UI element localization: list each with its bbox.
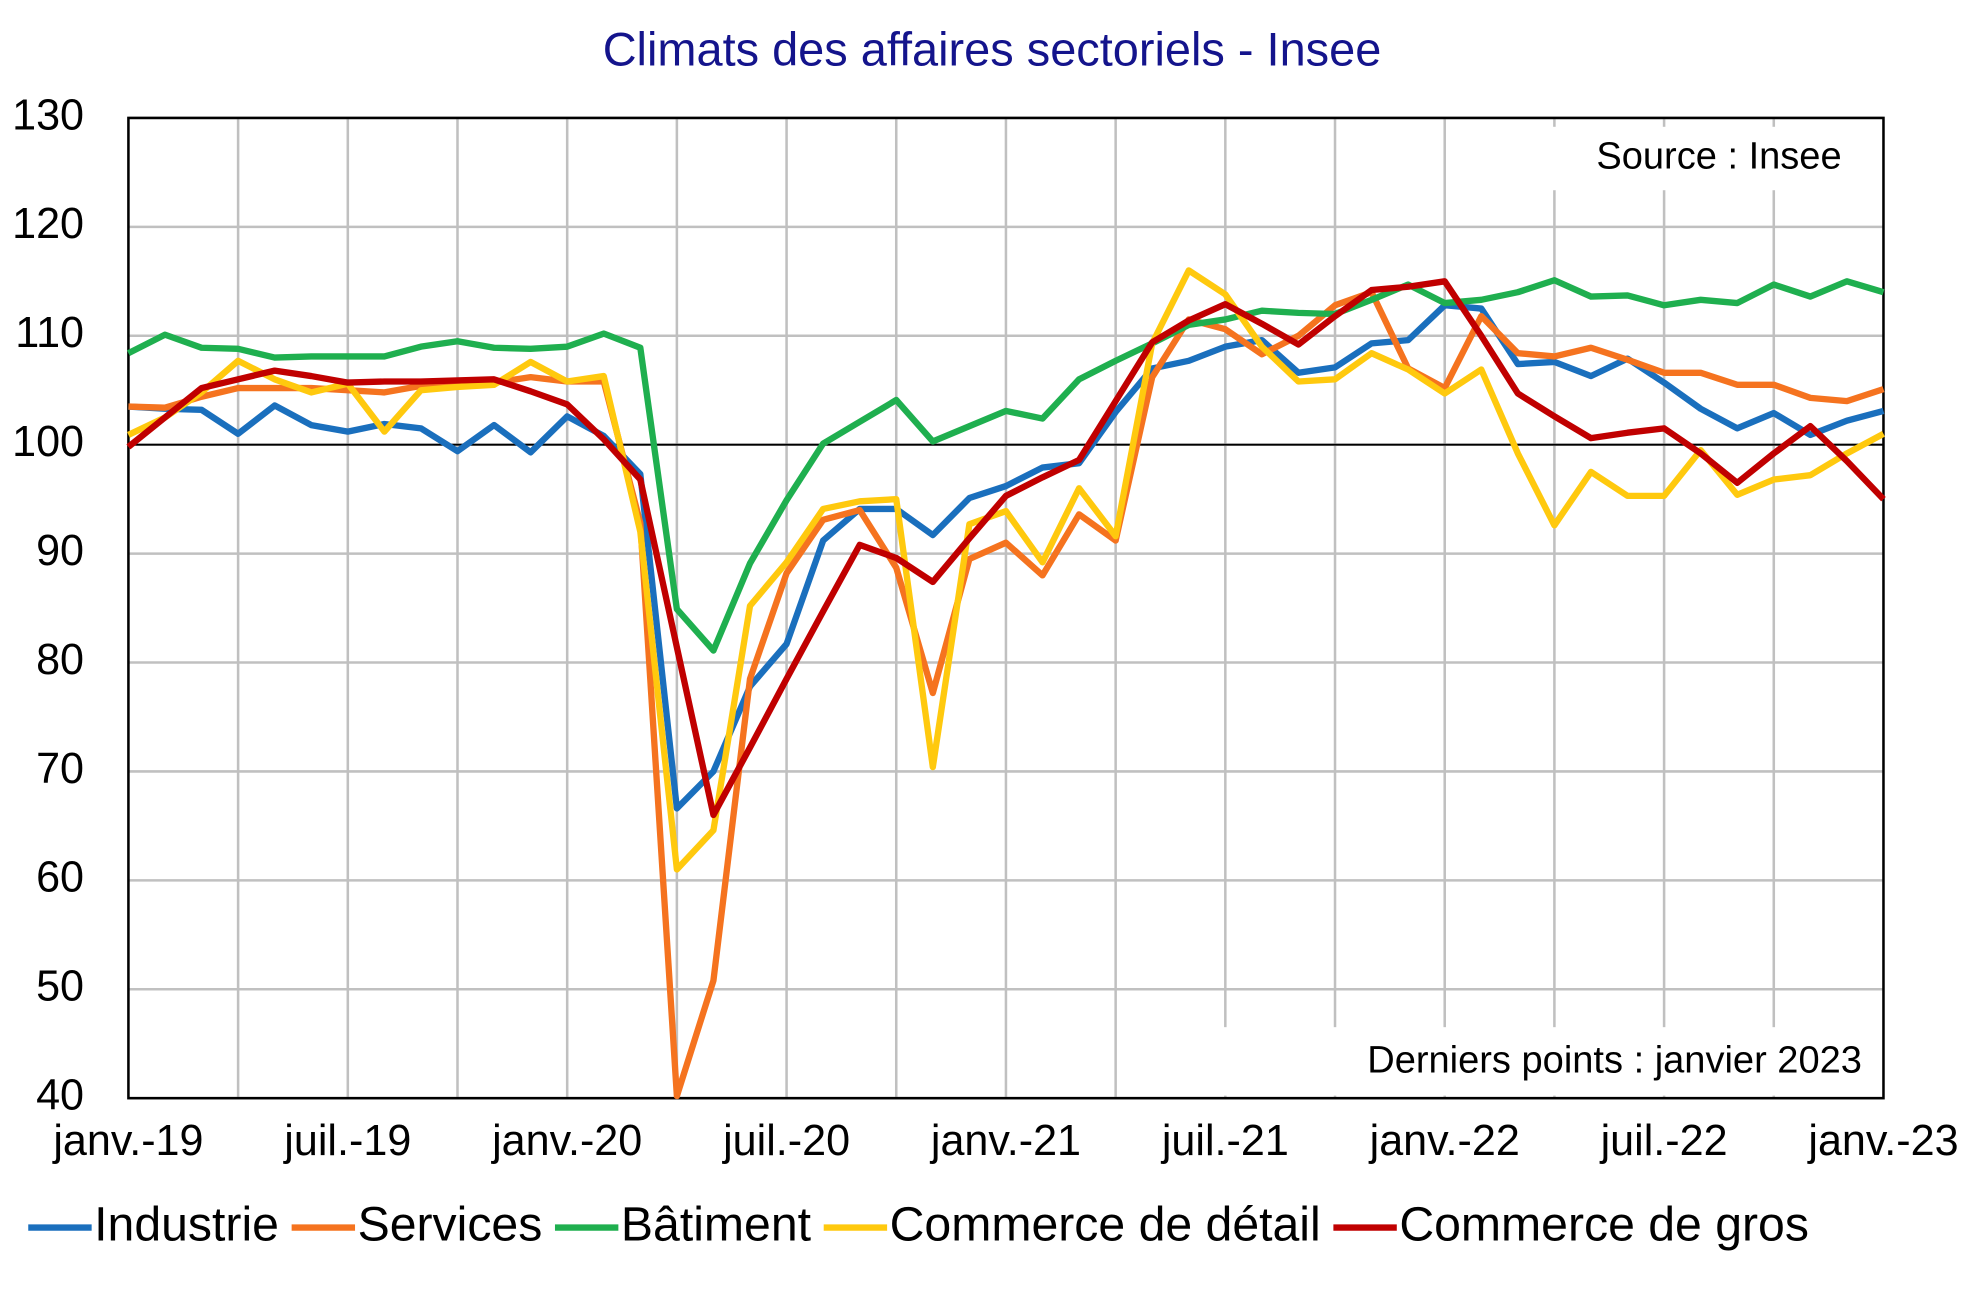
y-tick-label: 110 <box>15 309 84 357</box>
legend-label: Commerce de gros <box>1399 1197 1809 1251</box>
y-tick-label: 40 <box>36 1072 84 1120</box>
y-tick-label: 90 <box>36 527 84 575</box>
series-line <box>127 267 1885 873</box>
x-tick-label: janv.-23 <box>1806 1117 1958 1165</box>
plot-frame <box>127 116 1885 1100</box>
x-tick-label: janv.-20 <box>490 1117 642 1165</box>
annotation-box <box>1541 126 1865 191</box>
series-line <box>128 302 1885 812</box>
x-tick-label: juil.-21 <box>1160 1117 1289 1165</box>
annotation-box <box>1205 1027 1878 1096</box>
y-tick-label: 100 <box>12 418 84 466</box>
legend-label: Services <box>358 1197 543 1251</box>
x-tick-label: janv.-21 <box>929 1117 1081 1165</box>
chart-title: Climats des affaires sectoriels - Insee <box>603 24 1382 76</box>
x-tick-label: juil.-22 <box>1599 1117 1728 1165</box>
series-line <box>128 289 1885 1100</box>
x-tick-label: juil.-20 <box>721 1117 850 1165</box>
y-tick-label: 60 <box>36 854 84 902</box>
y-tick-label: 80 <box>36 636 84 684</box>
legend-label: Commerce de détail <box>890 1197 1321 1251</box>
y-tick-label: 130 <box>12 91 84 139</box>
x-tick-label: janv.-22 <box>1368 1117 1520 1165</box>
series-line <box>126 278 1886 819</box>
annotation: Source : Insee <box>1596 136 1841 178</box>
annotation: Derniers points : janvier 2023 <box>1367 1040 1862 1082</box>
x-tick-label: juil.-19 <box>282 1117 411 1165</box>
legend-label: Bâtiment <box>621 1197 812 1251</box>
series-line <box>126 277 1885 654</box>
y-tick-label: 50 <box>36 963 84 1011</box>
x-tick-label: janv.-19 <box>51 1117 203 1165</box>
y-tick-label: 70 <box>36 745 84 793</box>
y-tick-label: 120 <box>12 200 84 248</box>
legend-label: Industrie <box>94 1197 279 1251</box>
